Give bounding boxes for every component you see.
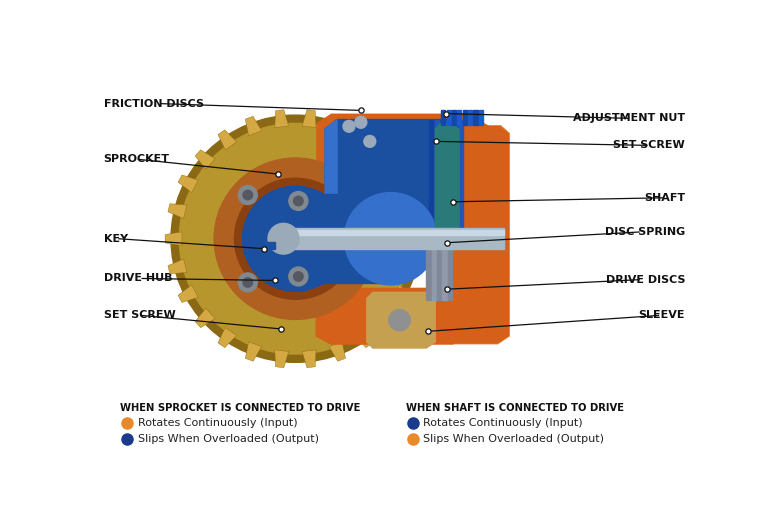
Ellipse shape xyxy=(289,191,308,211)
Polygon shape xyxy=(447,125,510,344)
Ellipse shape xyxy=(234,178,356,299)
Polygon shape xyxy=(354,328,372,348)
Text: SET SCREW: SET SCREW xyxy=(104,311,175,320)
Text: SHAFT: SHAFT xyxy=(644,193,685,203)
Ellipse shape xyxy=(268,223,299,254)
FancyBboxPatch shape xyxy=(283,229,504,249)
FancyBboxPatch shape xyxy=(459,120,463,230)
Text: DRIVE HUB: DRIVE HUB xyxy=(104,273,172,283)
FancyBboxPatch shape xyxy=(441,109,445,125)
Polygon shape xyxy=(245,342,262,361)
Polygon shape xyxy=(168,204,187,218)
Ellipse shape xyxy=(214,158,376,319)
Polygon shape xyxy=(195,308,215,328)
Polygon shape xyxy=(354,130,372,150)
FancyBboxPatch shape xyxy=(468,109,472,125)
FancyBboxPatch shape xyxy=(448,239,452,300)
Text: FRICTION DISCS: FRICTION DISCS xyxy=(104,99,204,109)
Polygon shape xyxy=(178,175,198,192)
Text: ADJUSTMENT NUT: ADJUSTMENT NUT xyxy=(573,114,685,123)
Ellipse shape xyxy=(289,267,308,286)
Polygon shape xyxy=(376,308,396,328)
Polygon shape xyxy=(329,342,346,361)
Text: Rotates Continuously (Input): Rotates Continuously (Input) xyxy=(423,418,583,428)
Ellipse shape xyxy=(355,117,367,128)
Ellipse shape xyxy=(364,136,376,147)
FancyBboxPatch shape xyxy=(441,120,445,230)
FancyBboxPatch shape xyxy=(435,120,439,230)
Polygon shape xyxy=(367,293,435,348)
Polygon shape xyxy=(245,116,262,136)
Text: SET SCREW: SET SCREW xyxy=(614,140,685,150)
FancyBboxPatch shape xyxy=(447,120,452,230)
FancyBboxPatch shape xyxy=(446,109,451,125)
FancyBboxPatch shape xyxy=(457,109,462,125)
FancyBboxPatch shape xyxy=(453,120,457,230)
Ellipse shape xyxy=(389,310,410,331)
Ellipse shape xyxy=(238,273,257,292)
Ellipse shape xyxy=(293,272,303,281)
Polygon shape xyxy=(392,285,412,302)
Polygon shape xyxy=(218,328,237,348)
FancyBboxPatch shape xyxy=(462,109,467,125)
Text: WHEN SHAFT IS CONNECTED TO DRIVE: WHEN SHAFT IS CONNECTED TO DRIVE xyxy=(406,402,624,413)
Polygon shape xyxy=(218,130,237,150)
Polygon shape xyxy=(376,150,396,169)
Ellipse shape xyxy=(171,115,420,362)
Polygon shape xyxy=(250,241,275,249)
Polygon shape xyxy=(329,116,346,136)
Polygon shape xyxy=(178,285,198,302)
Text: WHEN SPROCKET IS CONNECTED TO DRIVE: WHEN SPROCKET IS CONNECTED TO DRIVE xyxy=(120,402,360,413)
FancyBboxPatch shape xyxy=(473,109,478,125)
Polygon shape xyxy=(195,150,215,169)
FancyBboxPatch shape xyxy=(426,239,431,300)
FancyBboxPatch shape xyxy=(452,109,456,125)
Polygon shape xyxy=(168,259,187,273)
Text: DRIVE DISCS: DRIVE DISCS xyxy=(606,275,685,285)
Text: Slips When Overloaded (Output): Slips When Overloaded (Output) xyxy=(137,433,319,444)
Ellipse shape xyxy=(293,196,303,206)
Polygon shape xyxy=(392,175,412,192)
Polygon shape xyxy=(275,110,289,127)
Text: DISC SPRING: DISC SPRING xyxy=(605,227,685,237)
Polygon shape xyxy=(325,120,337,235)
Text: Slips When Overloaded (Output): Slips When Overloaded (Output) xyxy=(423,433,604,444)
FancyBboxPatch shape xyxy=(442,239,446,300)
Polygon shape xyxy=(325,120,462,235)
Polygon shape xyxy=(302,350,316,368)
Polygon shape xyxy=(409,232,425,246)
FancyBboxPatch shape xyxy=(429,120,433,230)
FancyBboxPatch shape xyxy=(432,239,436,300)
FancyBboxPatch shape xyxy=(437,239,441,300)
Ellipse shape xyxy=(243,190,253,200)
Text: SLEEVE: SLEEVE xyxy=(639,311,685,320)
Polygon shape xyxy=(435,123,459,234)
Ellipse shape xyxy=(243,186,348,291)
Polygon shape xyxy=(404,259,423,273)
FancyBboxPatch shape xyxy=(296,194,391,283)
Polygon shape xyxy=(302,110,316,127)
FancyBboxPatch shape xyxy=(283,231,504,235)
Polygon shape xyxy=(316,288,453,344)
Polygon shape xyxy=(275,350,289,368)
Text: Rotates Continuously (Input): Rotates Continuously (Input) xyxy=(137,418,297,428)
Ellipse shape xyxy=(344,192,437,285)
Polygon shape xyxy=(316,114,489,233)
Ellipse shape xyxy=(238,186,257,204)
Ellipse shape xyxy=(343,120,355,132)
FancyBboxPatch shape xyxy=(478,109,483,125)
Text: SPROCKET: SPROCKET xyxy=(104,154,170,164)
Ellipse shape xyxy=(243,278,253,287)
Polygon shape xyxy=(165,232,182,246)
Polygon shape xyxy=(404,204,423,218)
Text: KEY: KEY xyxy=(104,234,127,244)
Ellipse shape xyxy=(180,123,412,354)
